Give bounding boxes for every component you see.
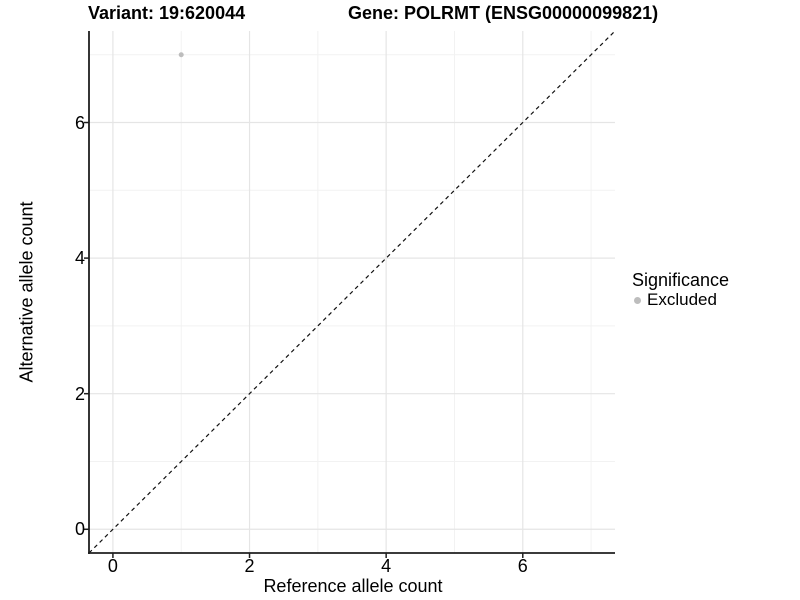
- y-tick-label: 4: [74, 248, 85, 269]
- legend-title: Significance: [632, 270, 730, 290]
- x-tick-label: 0: [107, 556, 118, 576]
- y-axis-title: Alternative allele count: [16, 201, 37, 383]
- legend-item-excluded: Excluded: [632, 290, 729, 310]
- y-tick-label: 2: [74, 383, 85, 404]
- x-tick-label: 2: [244, 556, 255, 576]
- gene-title: Gene: POLRMT (ENSG00000099821): [348, 3, 659, 23]
- x-tick-label: 6: [517, 556, 528, 576]
- identity-reference-line: [88, 30, 616, 554]
- legend-item-label: Excluded: [647, 290, 717, 309]
- variant-title: Variant: 19:620044: [88, 3, 246, 23]
- data-point-excluded: [178, 52, 184, 58]
- x-tick-label: 4: [381, 556, 392, 576]
- y-tick-label: 6: [74, 112, 85, 133]
- x-axis-title: Reference allele count: [263, 576, 443, 596]
- legend-point-icon: [634, 296, 641, 304]
- legend: Significance Excluded: [632, 270, 729, 310]
- y-tick-label: 0: [74, 519, 85, 540]
